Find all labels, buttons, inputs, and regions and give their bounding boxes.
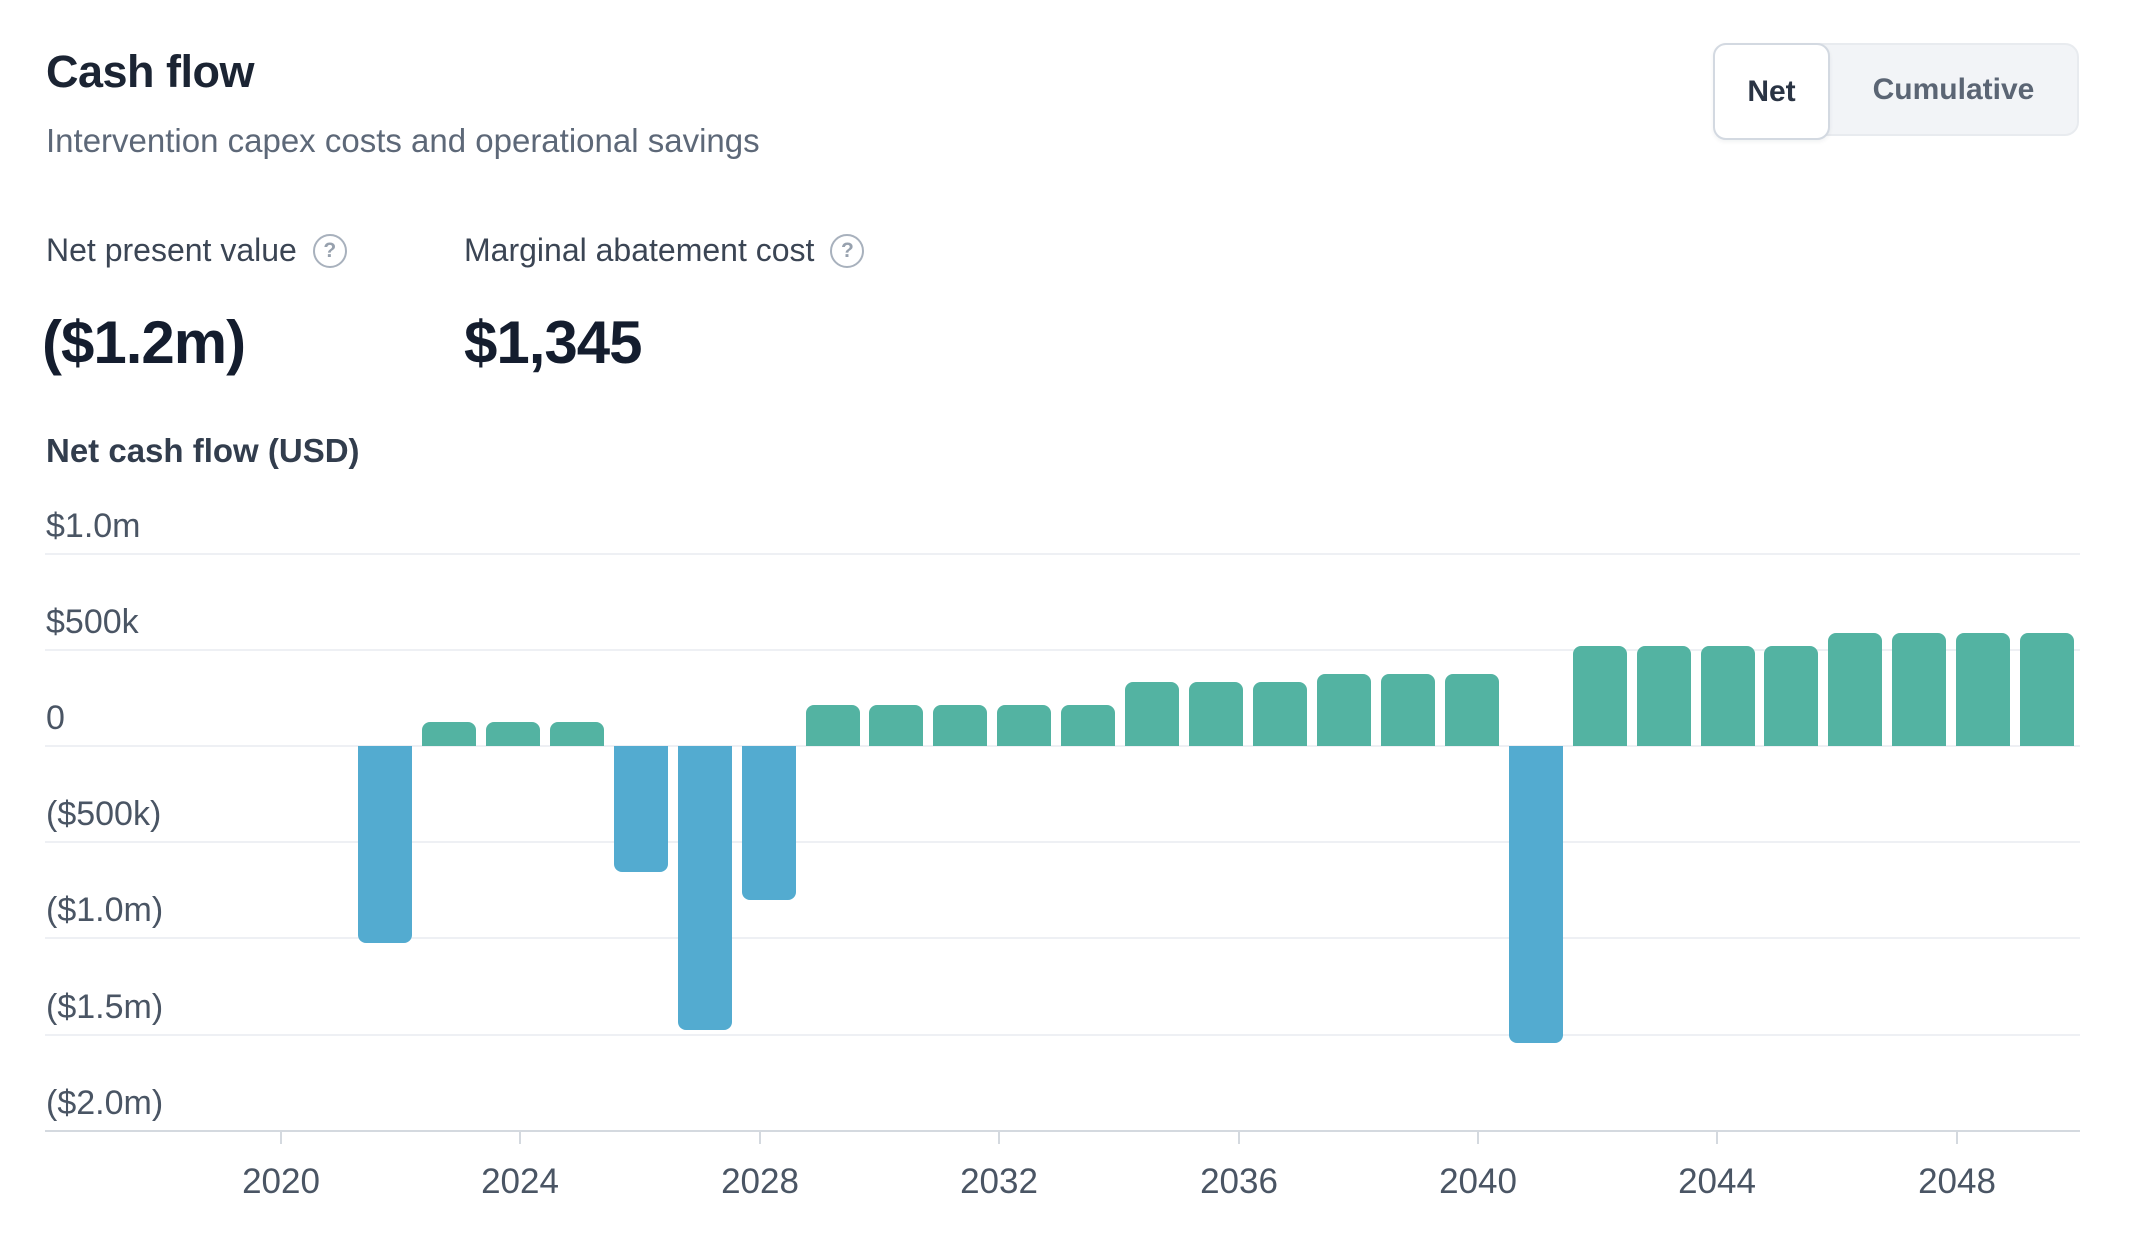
gridline: [45, 553, 2080, 555]
x-axis-label: 2028: [721, 1162, 799, 1201]
mac-help-icon[interactable]: ?: [830, 233, 865, 268]
x-axis-tick: [759, 1132, 761, 1144]
x-axis-label: 2048: [1918, 1162, 1996, 1201]
bar-2044[interactable]: [1764, 646, 1818, 746]
x-axis-tick: [280, 1132, 282, 1144]
bar-2031[interactable]: [933, 705, 987, 746]
npv-label: Net present value: [46, 232, 297, 268]
bar-2036[interactable]: [1253, 682, 1307, 746]
x-axis-tick: [998, 1132, 1000, 1144]
bar-2047[interactable]: [1956, 633, 2010, 746]
mac-value: $1,345: [464, 309, 643, 376]
x-axis-tick: [1477, 1132, 1479, 1144]
x-axis-label: 2044: [1678, 1162, 1756, 1201]
toggle-option-net[interactable]: Net: [1713, 43, 1830, 140]
y-axis-label: ($1.5m): [46, 988, 164, 1026]
y-axis-label: ($1.0m): [46, 891, 164, 929]
x-axis-tick: [1956, 1132, 1958, 1144]
x-axis-tick: [1238, 1132, 1240, 1144]
y-axis-label: $500k: [46, 603, 139, 641]
bar-2045[interactable]: [1828, 633, 1882, 746]
bar-2041[interactable]: [1573, 646, 1627, 746]
npv-help-icon[interactable]: ?: [312, 233, 347, 268]
bar-2038[interactable]: [1381, 674, 1435, 746]
page-title: Cash flow: [46, 46, 255, 97]
y-axis-label: ($2.0m): [46, 1084, 164, 1122]
bar-2032[interactable]: [997, 705, 1051, 746]
gridline: [45, 1034, 2080, 1036]
net-cumulative-toggle: Net Cumulative: [1713, 43, 2079, 140]
bar-2037[interactable]: [1317, 674, 1371, 746]
mac-metric: Marginal abatement cost ?: [464, 232, 865, 269]
x-axis-label: 2036: [1200, 1162, 1278, 1201]
bar-2033[interactable]: [1061, 705, 1115, 746]
bar-2035[interactable]: [1189, 682, 1243, 746]
bar-2046[interactable]: [1892, 633, 1946, 746]
toggle-option-cumulative[interactable]: Cumulative: [1872, 72, 2035, 106]
bar-2029[interactable]: [806, 705, 860, 746]
bar-2027[interactable]: [678, 746, 732, 1030]
bar-2034[interactable]: [1125, 682, 1179, 746]
x-axis-tick: [1716, 1132, 1718, 1144]
x-axis-tick: [519, 1132, 521, 1144]
y-axis-label: $1.0m: [46, 507, 141, 545]
page-subtitle: Intervention capex costs and operational…: [46, 122, 760, 159]
gridline: [45, 649, 2080, 651]
y-axis-label: ($500k): [46, 795, 162, 833]
bar-2043[interactable]: [1701, 646, 1755, 746]
bar-2048[interactable]: [2020, 633, 2074, 746]
bar-2024[interactable]: [486, 722, 540, 746]
bar-2039[interactable]: [1445, 674, 1499, 746]
x-axis-label: 2040: [1439, 1162, 1517, 1201]
bar-2042[interactable]: [1637, 646, 1691, 746]
bar-2025[interactable]: [550, 722, 604, 746]
bar-2023[interactable]: [422, 722, 476, 746]
bar-2040[interactable]: [1509, 746, 1563, 1043]
x-axis-label: 2032: [960, 1162, 1038, 1201]
y-axis-title: Net cash flow (USD): [46, 432, 360, 469]
gridline: [45, 937, 2080, 939]
y-axis-label: 0: [46, 699, 65, 737]
x-axis-line: [45, 1130, 2080, 1132]
x-axis-label: 2024: [481, 1162, 559, 1201]
bar-2026[interactable]: [614, 746, 668, 872]
x-axis-label: 2020: [242, 1162, 320, 1201]
gridline: [45, 745, 2080, 747]
npv-value: ($1.2m): [42, 309, 246, 376]
npv-metric: Net present value ?: [46, 232, 347, 269]
bar-2030[interactable]: [869, 705, 923, 746]
bar-2022[interactable]: [358, 746, 412, 943]
bar-2028[interactable]: [742, 746, 796, 900]
gridline: [45, 841, 2080, 843]
mac-label: Marginal abatement cost: [464, 232, 815, 268]
